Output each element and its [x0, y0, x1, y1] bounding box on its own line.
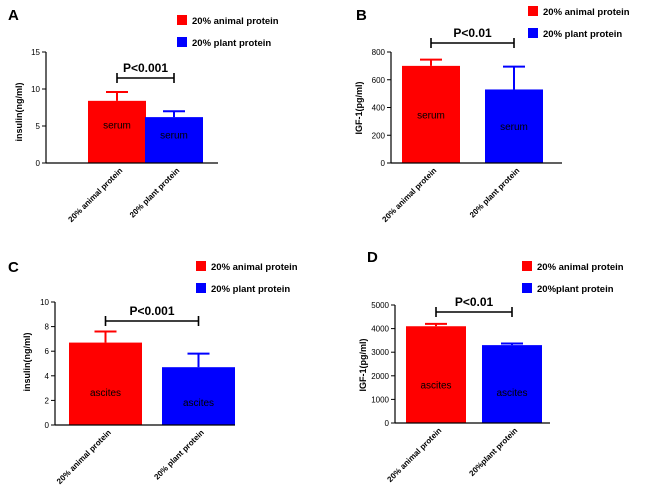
bar: [482, 345, 542, 423]
panel-letter: A: [8, 7, 19, 24]
legend-entry: 20% plant protein: [543, 29, 622, 40]
bar: [69, 342, 142, 425]
y-tick-label: 15: [31, 48, 40, 57]
bar: [485, 89, 543, 163]
x-tick-label: 20% animal protein: [385, 426, 443, 484]
x-tick-label: 20%plant protein: [467, 426, 519, 478]
legend-entry: 20% plant protein: [211, 284, 290, 295]
legend-swatch: [528, 6, 538, 16]
bar: [402, 65, 460, 163]
panel-letter: B: [356, 7, 367, 24]
bar: [88, 100, 146, 163]
y-tick-label: 800: [372, 48, 386, 57]
legend-swatch: [522, 261, 532, 271]
y-tick-label: 400: [372, 104, 386, 113]
bar-data-label: serum: [500, 122, 528, 133]
legend-swatch: [177, 37, 187, 47]
legend-swatch: [177, 15, 187, 25]
panel-letter: C: [8, 259, 19, 276]
y-tick-label: 3000: [371, 348, 389, 357]
y-tick-label: 0: [385, 419, 390, 428]
x-tick-label: 20% animal protein: [380, 166, 438, 224]
legend-swatch: [196, 261, 206, 271]
x-tick-label: 20% animal protein: [66, 166, 124, 224]
x-tick-label: 20% animal protein: [55, 428, 113, 486]
significance-label: P<0.001: [129, 304, 174, 318]
significance-label: P<0.01: [453, 26, 492, 40]
y-tick-label: 0: [36, 159, 41, 168]
significance-label: P<0.01: [455, 295, 494, 309]
significance-label: P<0.001: [123, 61, 168, 75]
x-tick-label: 20% plant protein: [152, 428, 206, 482]
panel-letter: D: [367, 249, 378, 266]
legend-entry: 20% plant protein: [192, 38, 271, 49]
y-tick-label: 2000: [371, 372, 389, 381]
y-tick-label: 0: [381, 159, 386, 168]
y-tick-label: 2: [45, 396, 50, 405]
y-tick-label: 1000: [371, 395, 389, 404]
bar-data-label: serum: [103, 120, 131, 131]
y-tick-label: 10: [40, 298, 49, 307]
bar: [406, 326, 466, 423]
y-tick-label: 4: [45, 372, 50, 381]
y-tick-label: 10: [31, 85, 40, 94]
legend-entry: 20% animal protein: [211, 262, 298, 273]
bar-data-label: serum: [417, 110, 445, 121]
legend-entry: 20%plant protein: [537, 284, 614, 295]
bar-data-label: ascites: [420, 380, 451, 391]
y-tick-label: 5: [36, 122, 41, 131]
y-tick-label: 4000: [371, 325, 389, 334]
legend-swatch: [528, 28, 538, 38]
y-axis-label: insulin(ng/ml): [14, 83, 24, 142]
legend-entry: 20% animal protein: [537, 262, 624, 273]
legend-swatch: [522, 283, 532, 293]
bar-data-label: ascites: [90, 388, 121, 399]
legend-entry: 20% animal protein: [543, 7, 630, 18]
legend-swatch: [196, 283, 206, 293]
y-axis-label: insulin(ng/ml): [22, 333, 32, 392]
bar-data-label: serum: [160, 131, 188, 142]
bar-data-label: ascites: [183, 398, 214, 409]
bar: [162, 367, 235, 425]
y-tick-label: 600: [372, 76, 386, 85]
legend-entry: 20% animal protein: [192, 16, 279, 27]
y-tick-label: 6: [45, 347, 50, 356]
x-tick-label: 20% plant protein: [128, 166, 182, 220]
y-axis-label: IGF-1(pg/ml): [358, 339, 368, 392]
bar: [145, 117, 203, 163]
y-tick-label: 5000: [371, 301, 389, 310]
bar-data-label: ascites: [496, 388, 527, 399]
y-tick-label: 8: [45, 323, 50, 332]
x-tick-label: 20% plant protein: [468, 166, 522, 220]
y-axis-label: IGF-1(pg/ml): [354, 82, 364, 135]
y-tick-label: 200: [372, 131, 386, 140]
y-tick-label: 0: [45, 421, 50, 430]
